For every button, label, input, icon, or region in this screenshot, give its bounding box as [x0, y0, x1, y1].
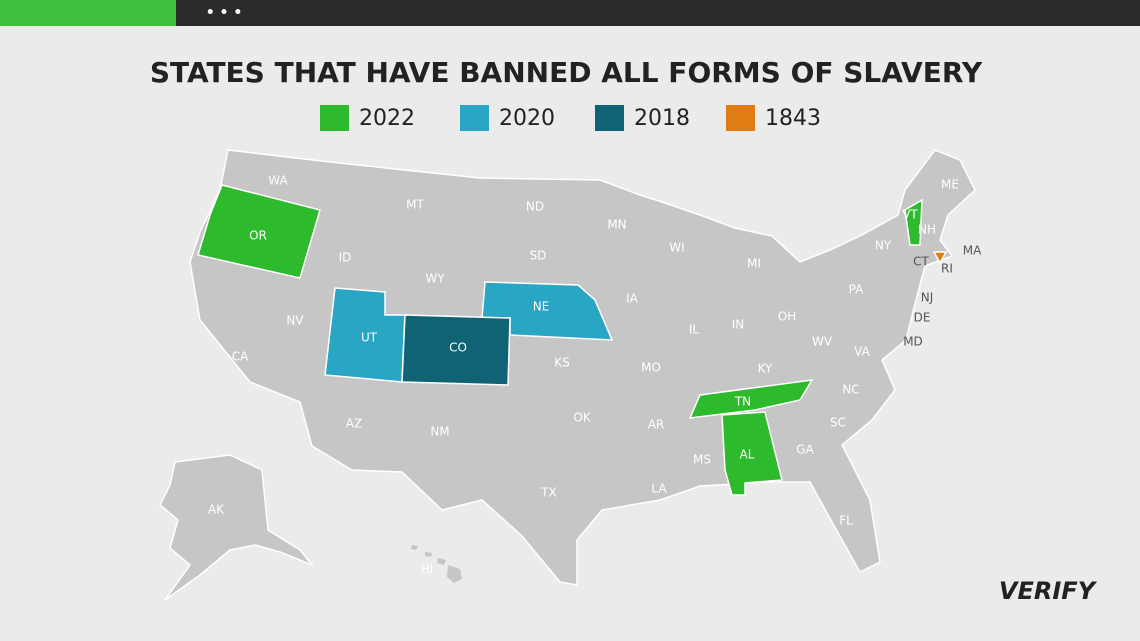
- legend-swatch: [320, 105, 349, 131]
- state-highlight: [721, 411, 783, 496]
- state-label: MI: [747, 257, 761, 271]
- state-label: NE: [533, 300, 550, 314]
- state-label: OH: [778, 310, 796, 324]
- legend-label: 2022: [359, 106, 415, 131]
- state-label: NM: [430, 425, 449, 439]
- state-highlight: [688, 379, 814, 419]
- state-label: CO: [449, 341, 467, 355]
- state-label: FL: [839, 514, 853, 528]
- menu-dots[interactable]: • • •: [206, 5, 243, 21]
- state-label: AL: [740, 448, 755, 462]
- state-label: HI: [421, 563, 434, 577]
- state-highlight: [904, 198, 923, 246]
- legend-label: 2018: [634, 106, 690, 131]
- state-label: RI: [941, 262, 953, 276]
- state-label: MS: [693, 453, 711, 467]
- state-highlight: [197, 184, 321, 279]
- legend: 2022 2020 2018 1843: [320, 105, 821, 131]
- state-label: VT: [902, 208, 918, 222]
- state-label: NY: [875, 239, 892, 253]
- state-label: MT: [406, 198, 424, 212]
- state-label: SD: [530, 249, 547, 263]
- legend-swatch: [460, 105, 489, 131]
- state-label: CT: [913, 255, 929, 269]
- state-label: NC: [842, 383, 859, 397]
- hawaii: [411, 545, 462, 583]
- state-label: MA: [963, 244, 982, 258]
- legend-swatch: [595, 105, 624, 131]
- state-label: KS: [554, 356, 570, 370]
- state-label: IL: [689, 323, 700, 337]
- state-label: SC: [830, 416, 846, 430]
- state-label: KY: [758, 362, 773, 376]
- state-label: MD: [903, 335, 923, 349]
- state-label: VA: [854, 345, 870, 359]
- state-label: PA: [849, 283, 864, 297]
- top-bar: [0, 0, 1140, 26]
- state-label: TN: [734, 395, 751, 409]
- state-label: WY: [425, 272, 445, 286]
- state-label: IA: [626, 292, 639, 306]
- legend-swatch: [726, 105, 755, 131]
- state-label: ND: [526, 200, 544, 214]
- state-label: WI: [669, 241, 684, 255]
- logo: VERIFY: [999, 577, 1098, 605]
- state-label: ID: [339, 251, 352, 265]
- state-label: MO: [641, 361, 661, 375]
- state-label: WA: [268, 174, 288, 188]
- state-label: MN: [607, 218, 626, 232]
- legend-label: 1843: [765, 106, 821, 131]
- state-highlight: [932, 251, 948, 265]
- state-label: AR: [648, 418, 665, 432]
- state-label: UT: [361, 331, 378, 345]
- state-label: TX: [540, 486, 557, 500]
- title: STATES THAT HAVE BANNED ALL FORMS OF SLA…: [150, 56, 983, 89]
- state-label: ME: [941, 178, 959, 192]
- state-label: OK: [573, 411, 591, 425]
- state-highlight: [401, 314, 511, 386]
- state-label: AK: [208, 503, 225, 517]
- state-label: NJ: [921, 291, 934, 305]
- top-bar-accent: [0, 0, 176, 26]
- state-label: GA: [796, 443, 814, 457]
- state-label: LA: [651, 482, 667, 496]
- state-label: OR: [249, 229, 267, 243]
- state-label: IN: [732, 318, 745, 332]
- legend-label: 2020: [499, 106, 555, 131]
- state-label: NH: [918, 223, 936, 237]
- state-label: AZ: [346, 417, 362, 431]
- state-label: CA: [232, 350, 249, 364]
- state-label: DE: [914, 311, 931, 325]
- state-label: WV: [812, 335, 833, 349]
- alaska: [159, 454, 315, 601]
- state-label: NV: [286, 314, 304, 328]
